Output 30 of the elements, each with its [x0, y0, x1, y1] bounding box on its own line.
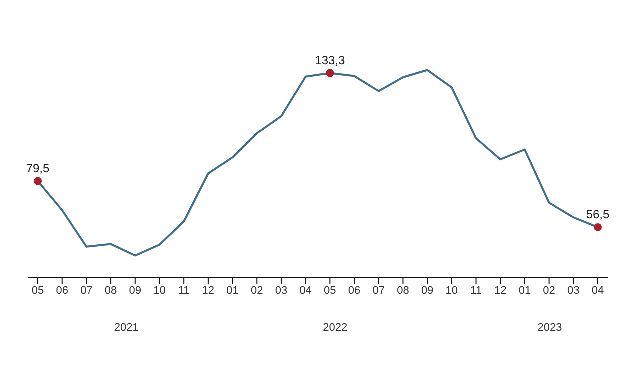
x-tick-label: 03 — [568, 284, 580, 297]
x-tick-label: 04 — [300, 284, 312, 297]
x-tick-label: 03 — [275, 284, 288, 297]
x-tick-label: 01 — [226, 284, 239, 297]
x-tick-label: 12 — [494, 284, 507, 297]
data-label: 133,3 — [315, 53, 346, 68]
x-tick-label: 09 — [129, 284, 142, 297]
x-tick-label: 05 — [324, 284, 336, 297]
x-tick-label: 08 — [397, 284, 410, 297]
x-tick-label: 08 — [104, 284, 118, 297]
x-tick-label: 11 — [470, 284, 482, 297]
x-tick-label: 09 — [421, 284, 434, 297]
x-tick-label: 06 — [348, 284, 361, 297]
x-tick-label: 07 — [80, 284, 93, 297]
x-tick-label: 07 — [372, 284, 385, 297]
x-tick-label: 04 — [592, 284, 604, 297]
text: 2021 — [113, 322, 140, 334]
data-label: 79,5 — [26, 161, 50, 176]
x-tick-label: 10 — [446, 284, 458, 297]
x-tick-label: 01 — [518, 284, 532, 297]
x-tick-label: 02 — [251, 284, 264, 297]
x-tick-label: 11 — [178, 284, 190, 297]
text: 2023 — [536, 322, 564, 334]
x-tick-label: 02 — [543, 284, 556, 297]
x-tick-label: 10 — [154, 284, 166, 297]
x-tick-label: 06 — [56, 284, 68, 297]
x-tick-label: 12 — [202, 284, 215, 297]
x-tick-label: 05 — [32, 284, 44, 297]
data-label: 56,5 — [586, 207, 610, 222]
text: 2022 — [322, 322, 349, 334]
